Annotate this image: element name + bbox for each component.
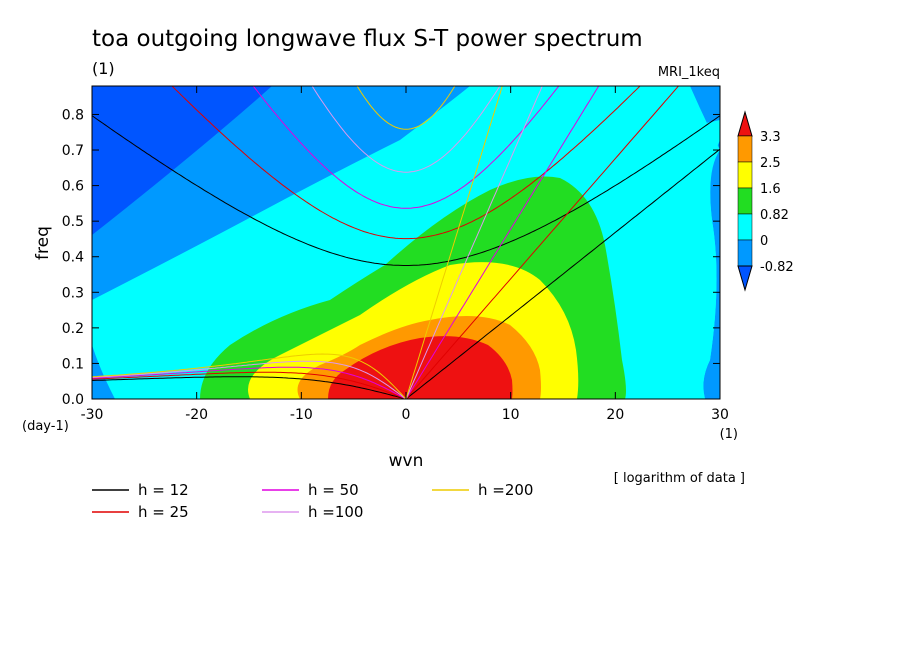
x-unit-label: (1): [720, 427, 738, 442]
colorbar-label: -0.82: [760, 260, 794, 275]
y-axis-label: freq: [33, 226, 53, 260]
y-axis: 0.0 0.1 0.2 0.3 0.4 0.5 0.6 0.7 0.8: [62, 107, 720, 408]
x-tick-label: -20: [185, 407, 208, 423]
legend: h = 12 h = 25 h = 50 h =100 h =200: [92, 481, 533, 521]
contour-level-dark-blue-corner: [92, 86, 272, 235]
legend-label: h =100: [308, 503, 363, 521]
colorbar-top-arrow: [737, 110, 753, 137]
colorbar-segment: [737, 187, 753, 215]
y-tick-label: 0.0: [62, 392, 84, 408]
rossby-curve: [92, 360, 407, 399]
y-tick-label: 0.8: [62, 107, 84, 123]
colorbar: 3.3 2.5 1.6 0.82 0 -0.82: [737, 110, 794, 292]
contour-level-blue-lower: [92, 345, 115, 399]
x-tick-label: 0: [402, 407, 411, 423]
y-unit-label: (day-1): [22, 419, 69, 434]
legend-label: h =200: [478, 481, 533, 499]
colorbar-segment: [737, 161, 753, 189]
kelvin-curve: [405, 86, 680, 399]
y-tick-label: 0.7: [62, 143, 84, 159]
colorbar-label: 0.82: [760, 208, 789, 223]
colorbar-label: 2.5: [760, 156, 781, 171]
legend-label: h = 25: [138, 503, 189, 521]
chart-subtitle-right: MRI_1keq: [658, 65, 720, 80]
colorbar-label: 1.6: [760, 182, 781, 197]
dispersion-curves: [92, 86, 720, 399]
x-axis-label: wvn: [389, 451, 424, 471]
inertia-gravity-curve: [356, 86, 456, 130]
kelvin-curve: [405, 86, 543, 399]
inertia-gravity-curve: [311, 86, 501, 173]
colorbar-segment: [737, 213, 753, 241]
colorbar-bottom-arrow: [737, 265, 753, 292]
colorbar-segment: [737, 239, 753, 267]
rossby-curve: [92, 353, 407, 399]
inertia-gravity-curve: [252, 86, 560, 209]
legend-label: h = 50: [308, 481, 359, 499]
rossby-curve: [92, 366, 407, 399]
x-tick-label: 30: [711, 407, 729, 423]
kelvin-curve: [405, 86, 503, 399]
colorbar-segment: [737, 135, 753, 163]
y-tick-label: 0.4: [62, 250, 84, 266]
x-tick-label: 20: [606, 407, 624, 423]
rossby-curve: [92, 371, 407, 399]
y-tick-label: 0.1: [62, 356, 84, 372]
y-tick-label: 0.6: [62, 179, 84, 195]
rossby-curve: [92, 376, 407, 399]
data-note: [ logarithm of data ]: [614, 471, 745, 486]
x-axis: -30 -20 -10 0 10 20 30: [81, 86, 729, 423]
kelvin-curve: [405, 86, 600, 399]
contour-fill: [92, 86, 720, 399]
chart-title: toa outgoing longwave flux S-T power spe…: [92, 26, 643, 52]
colorbar-label: 0: [760, 234, 768, 249]
x-tick-label: 10: [502, 407, 520, 423]
y-tick-label: 0.2: [62, 321, 84, 337]
kelvin-curve: [405, 148, 720, 399]
inertia-gravity-curve: [92, 115, 720, 266]
chart-subtitle-left: (1): [92, 59, 115, 78]
y-tick-label: 0.5: [62, 214, 84, 230]
y-tick-label: 0.3: [62, 285, 84, 301]
colorbar-label: 3.3: [760, 130, 781, 145]
x-tick-label: -10: [290, 407, 313, 423]
inertia-gravity-curve: [171, 86, 641, 240]
legend-label: h = 12: [138, 481, 189, 499]
x-tick-label: -30: [81, 407, 104, 423]
